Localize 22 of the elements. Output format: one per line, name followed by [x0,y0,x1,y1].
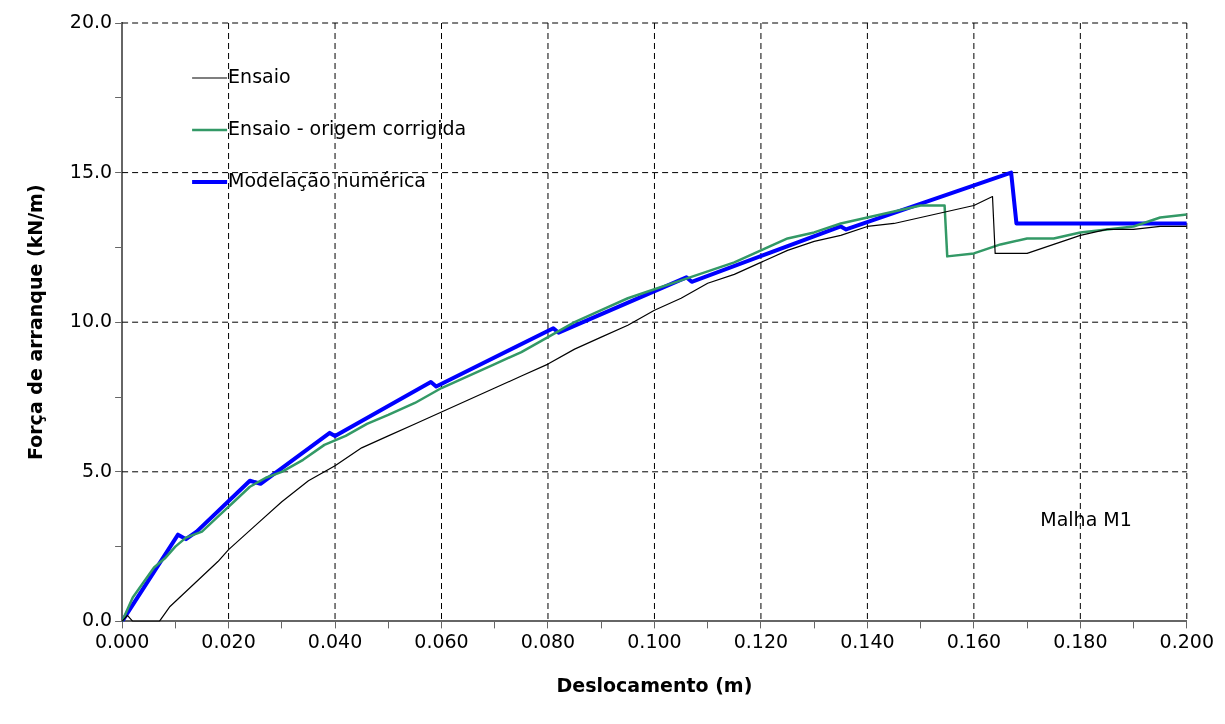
annotation: Malha M1 [1040,508,1132,531]
x-tick-label: 0.140 [840,629,895,652]
x-tick-label: 0.060 [414,629,469,652]
x-tick-label: 0.180 [1053,629,1108,652]
x-tick-label: 0.100 [627,629,682,652]
x-tick-label: 0.040 [307,629,363,652]
x-axis-title: Deslocamento (m) [556,673,753,696]
x-tick-label: 0.160 [946,629,1002,652]
y-tick-label: 0.0 [81,608,113,631]
x-tick-label: 0.000 [94,629,150,652]
legend-label: Ensaio - origem corrigida [228,116,467,139]
y-tick-label: 5.0 [81,458,113,481]
y-tick-label: 15.0 [69,159,113,182]
legend-label: Ensaio [228,64,291,87]
x-tick-label: 0.020 [201,629,256,652]
y-tick-label: 10.0 [69,309,113,332]
legend-label: Modelação numérica [228,168,427,191]
y-axis-title: Força de arranque (kN/m) [24,184,47,461]
y-tick-label: 20.0 [69,9,113,32]
x-tick-label: 0.200 [1159,629,1215,652]
x-tick-label: 0.120 [733,629,789,652]
x-tick-label: 0.080 [520,629,576,652]
